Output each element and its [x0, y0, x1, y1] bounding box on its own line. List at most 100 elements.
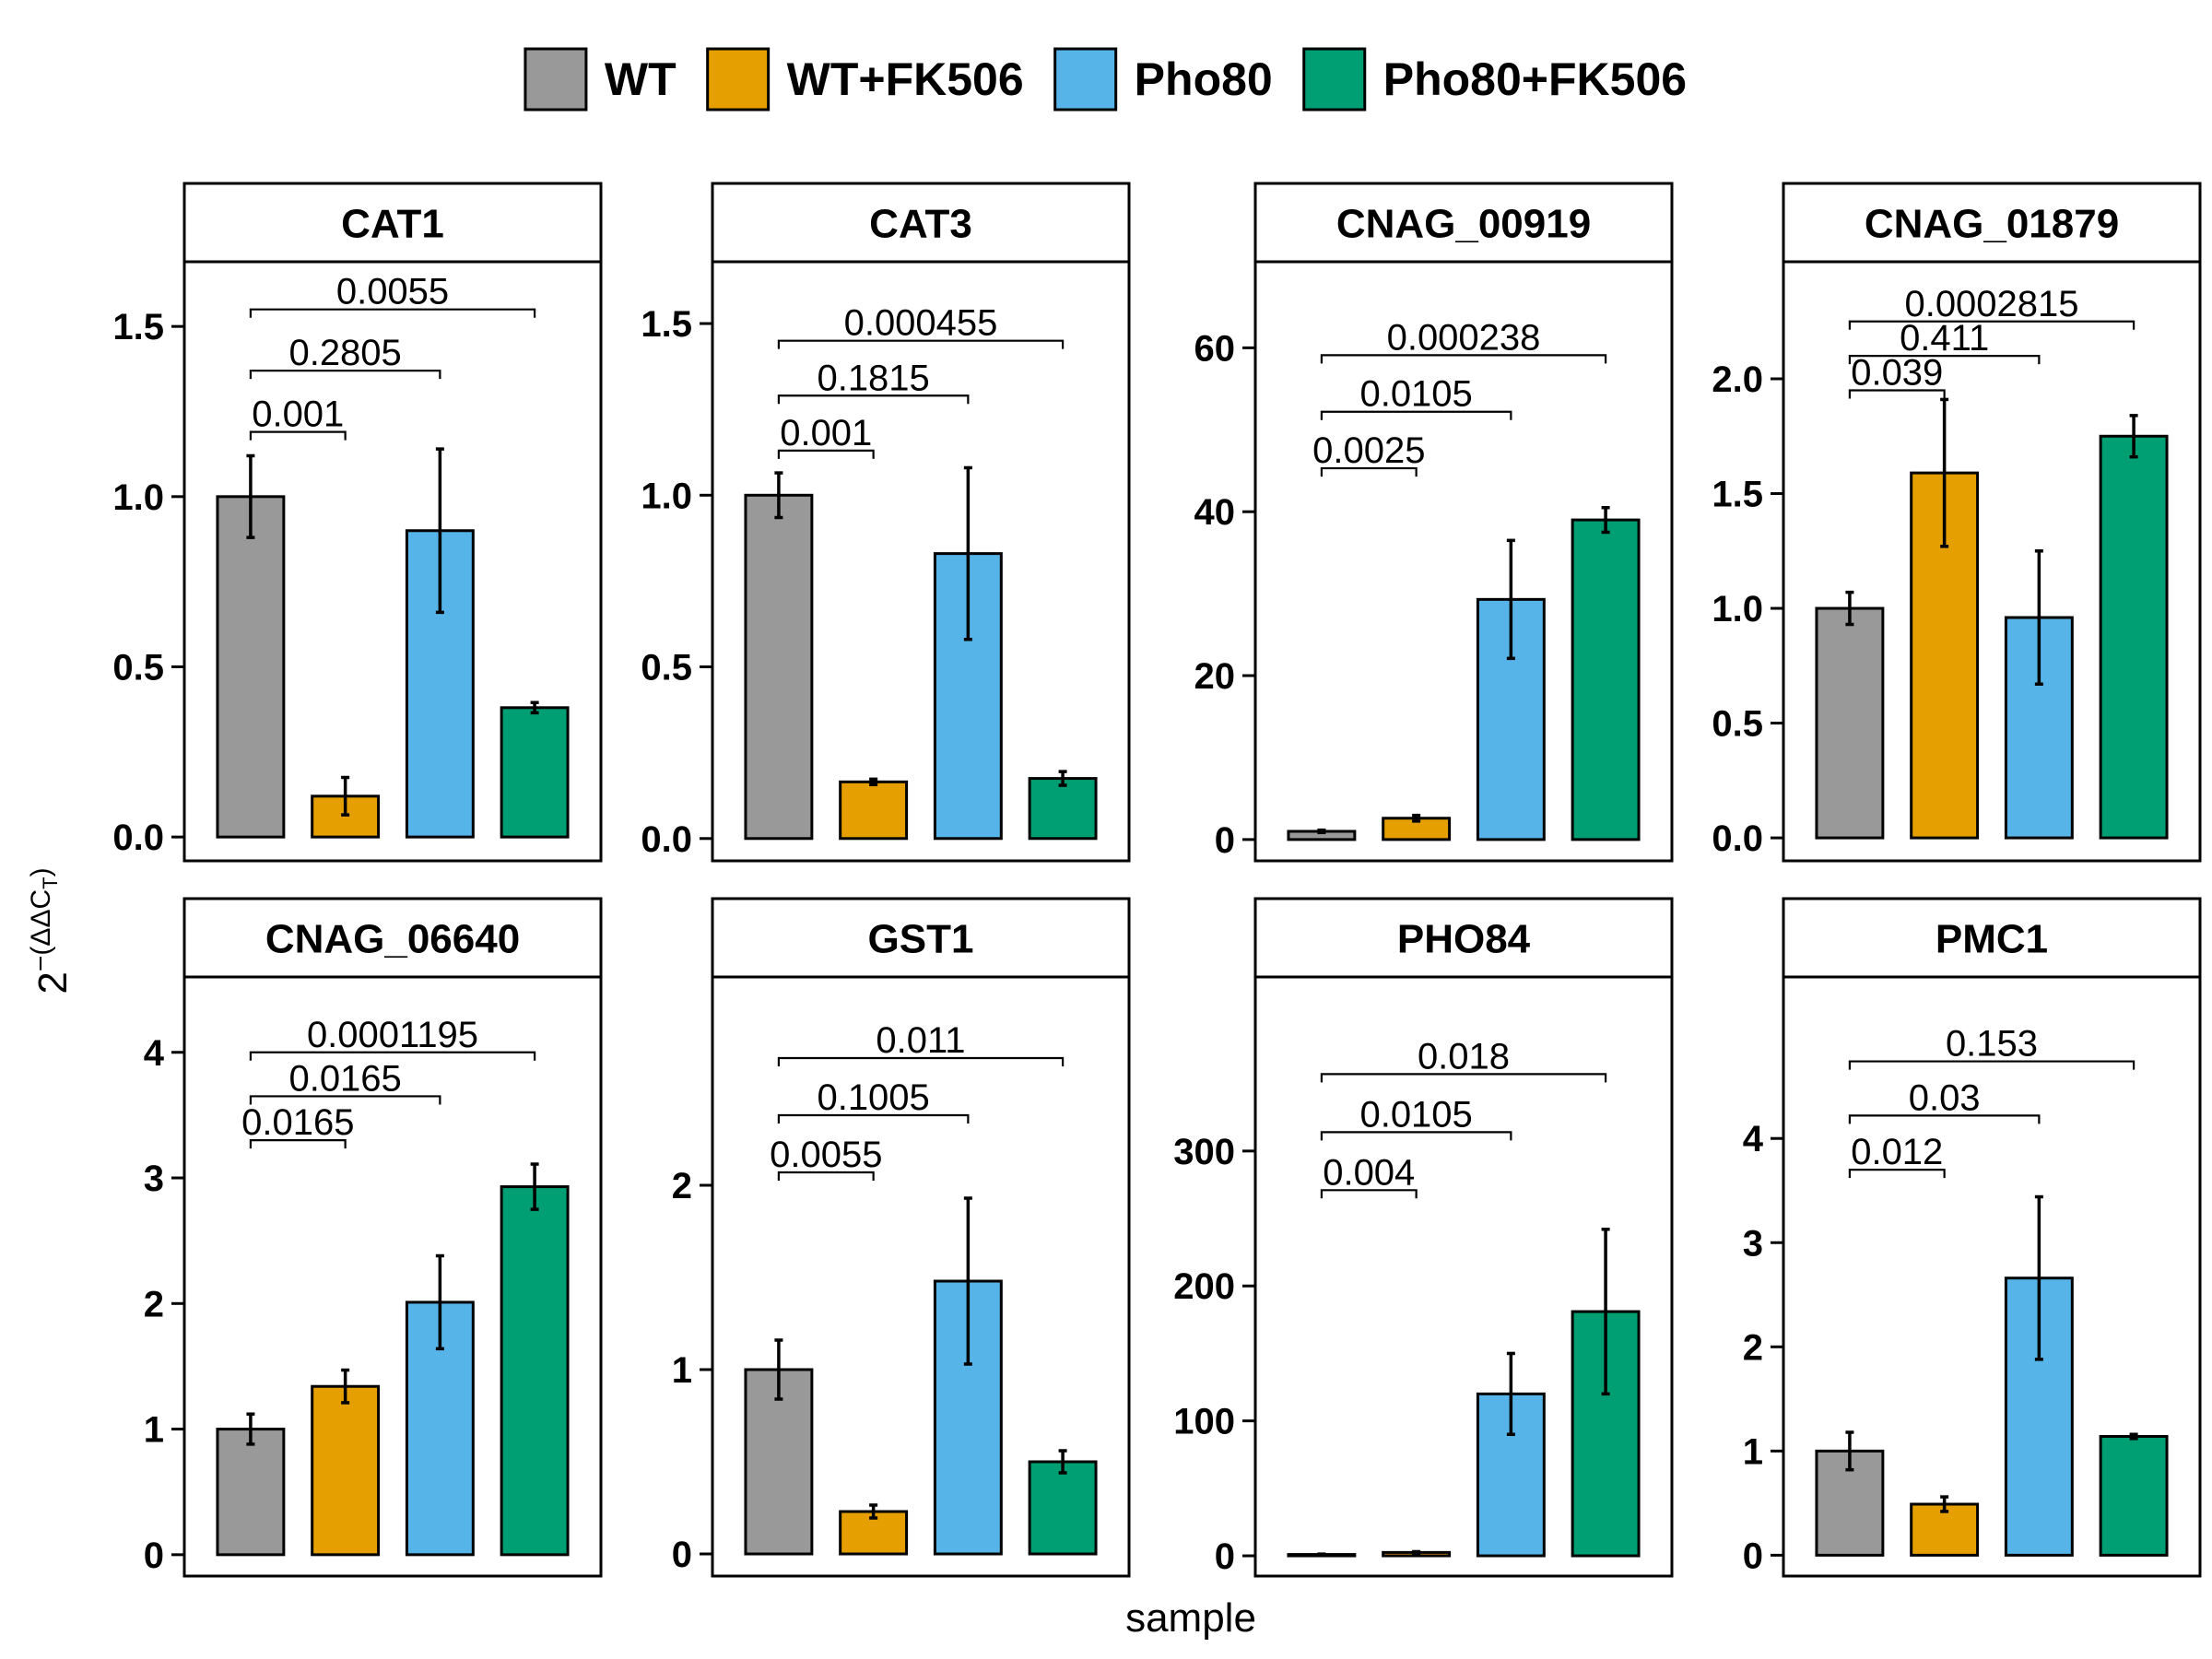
facet-panels: CAT10.0010.28050.00550.00.51.01.5CAT30.0…: [112, 182, 2202, 1578]
y-tick-label: 0: [1743, 1535, 1763, 1576]
panel-border: [1782, 975, 2202, 1578]
panel-border: [182, 260, 603, 863]
significance-bracket: 0.0165: [241, 1102, 354, 1149]
error-bar-wt-fk506: [1412, 1549, 1421, 1556]
facet-title: GST1: [868, 917, 974, 962]
significance-bracket: 0.0002815: [1848, 284, 2136, 330]
plot-content: 0.004 0.0105 0.018: [1287, 1036, 1641, 1558]
y-tick-label: 3: [1743, 1223, 1763, 1264]
legend-key-pho80: [1053, 47, 1118, 112]
y-tick-label: 40: [1194, 492, 1236, 533]
legend-label-pho80-fk506: Pho80+FK506: [1383, 53, 1687, 105]
y-tick-label: 2.0: [1712, 359, 1763, 400]
y-tick-label: 0.0: [641, 819, 692, 860]
facet-title: PHO84: [1397, 917, 1531, 962]
error-bar-pho80-fk506: [1058, 770, 1067, 787]
facet-strip: [182, 897, 603, 979]
error-bar-wt-fk506: [869, 1503, 878, 1520]
legend-label-wt: WT: [605, 53, 677, 105]
y-tick-label: 1.0: [112, 477, 164, 518]
bracket-line: [1848, 355, 2041, 365]
x-axis-title: sample: [1125, 1595, 1256, 1641]
facet-title: CAT3: [869, 202, 972, 247]
legend: WT WT+FK506 Pho80 Pho80+FK506: [524, 47, 1687, 112]
error-bar-wt: [774, 1338, 783, 1401]
facet-title: CAT1: [341, 202, 444, 247]
significance-bracket: 0.0105: [1320, 374, 1512, 420]
bar-wt: [216, 1428, 286, 1557]
p-value-label: 0.0055: [770, 1135, 882, 1175]
plot-content: 0.001 0.1815 0.000455: [744, 303, 1098, 841]
y-tick-label: 1.5: [112, 307, 164, 347]
y-tick-label: 2: [144, 1284, 164, 1324]
bar-pho80-fk506: [500, 706, 570, 839]
significance-bracket: 0.001: [249, 394, 347, 441]
y-tick-label: 0: [1215, 820, 1235, 861]
p-value-label: 0.0025: [1312, 430, 1425, 471]
bracket-line: [249, 430, 347, 441]
bracket-line: [1320, 1131, 1512, 1141]
error-bar-wt: [1317, 1552, 1326, 1557]
p-value-label: 0.039: [1851, 352, 1943, 393]
panel-pmc1: PMC1 0.012 0.03 0.153 0 1 2 3 4: [1743, 897, 2202, 1578]
facet-strip: [711, 182, 1131, 264]
bar-pho80-fk506: [1571, 518, 1641, 841]
facet-title: CNAG_00919: [1336, 202, 1591, 247]
p-value-label: 0.153: [1946, 1024, 2038, 1065]
bracket-line: [1320, 1073, 1607, 1083]
facet-title: PMC1: [1936, 917, 2048, 962]
p-value-label: 0.001: [780, 413, 872, 453]
panel-gst1: GST1 0.0055 0.1005 0.011 0 1 2: [672, 897, 1131, 1578]
facet-strip: [1782, 182, 2202, 264]
error-bar-wt: [774, 471, 783, 520]
significance-bracket: 0.001: [777, 413, 875, 459]
panel-border: [1782, 260, 2202, 863]
legend-key-pho80-fk506: [1302, 47, 1367, 112]
y-tick-label: 1.0: [1712, 589, 1763, 629]
error-bar-wt-fk506: [1412, 813, 1421, 823]
significance-bracket: 0.2805: [249, 333, 441, 380]
bracket-line: [777, 449, 875, 459]
significance-bracket: 0.153: [1848, 1024, 2136, 1070]
bracket-line: [249, 1139, 347, 1149]
plot-content: 0.012 0.03 0.153: [1815, 1024, 2169, 1557]
bracket-line: [1848, 389, 1946, 399]
y-tick-label: 1: [1743, 1431, 1763, 1472]
error-bar-pho80: [963, 465, 972, 641]
y-tick-label: 2: [1743, 1327, 1763, 1368]
panel-border: [711, 260, 1131, 863]
plot-content: 0.0025 0.0105 0.000238: [1287, 317, 1641, 841]
facet-title: CNAG_01879: [1865, 202, 2119, 247]
panel-border: [1253, 975, 1674, 1578]
error-bar-pho80-fk506: [2129, 414, 2138, 459]
error-bar-wt-fk506: [1940, 1495, 1949, 1513]
error-bar-pho80-fk506: [1058, 1449, 1067, 1475]
error-bar-wt: [1845, 590, 1854, 627]
error-bar-pho80-fk506: [530, 700, 539, 715]
error-bar-wt: [1845, 1430, 1854, 1472]
y-axis-title-exponent: −(ΔΔC: [26, 889, 56, 971]
error-bar-pho80: [1506, 538, 1515, 661]
panel-border: [182, 975, 603, 1578]
facet-title: CNAG_06640: [265, 917, 520, 962]
y-tick-label: 0: [1215, 1536, 1235, 1577]
facet-strip: [182, 182, 603, 264]
legend-key-wt: [524, 47, 588, 112]
p-value-label: 0.0165: [288, 1058, 401, 1099]
p-value-label: 0.2805: [288, 333, 401, 373]
bar-pho80: [405, 529, 475, 839]
significance-bracket: 0.0055: [249, 272, 536, 318]
y-tick-label: 300: [1173, 1132, 1235, 1172]
significance-bracket: 0.0105: [1320, 1094, 1512, 1141]
bracket-line: [1848, 1114, 2041, 1124]
bar-wt: [744, 493, 814, 841]
bracket-line: [1320, 354, 1607, 364]
p-value-label: 0.000455: [844, 303, 998, 344]
panel-pho84: PHO84 0.004 0.0105 0.018 0 100 200 300: [1173, 897, 1674, 1578]
error-bar-pho80: [2034, 549, 2043, 686]
significance-bracket: 0.1005: [777, 1077, 970, 1124]
panel-cnag-00919: CNAG_00919 0.0025 0.0105 0.000238 0 20 40 60: [1194, 182, 1674, 863]
plot-content: 0.001 0.2805 0.0055: [216, 272, 570, 839]
y-axis-title: 2−(ΔΔCT): [26, 867, 76, 994]
